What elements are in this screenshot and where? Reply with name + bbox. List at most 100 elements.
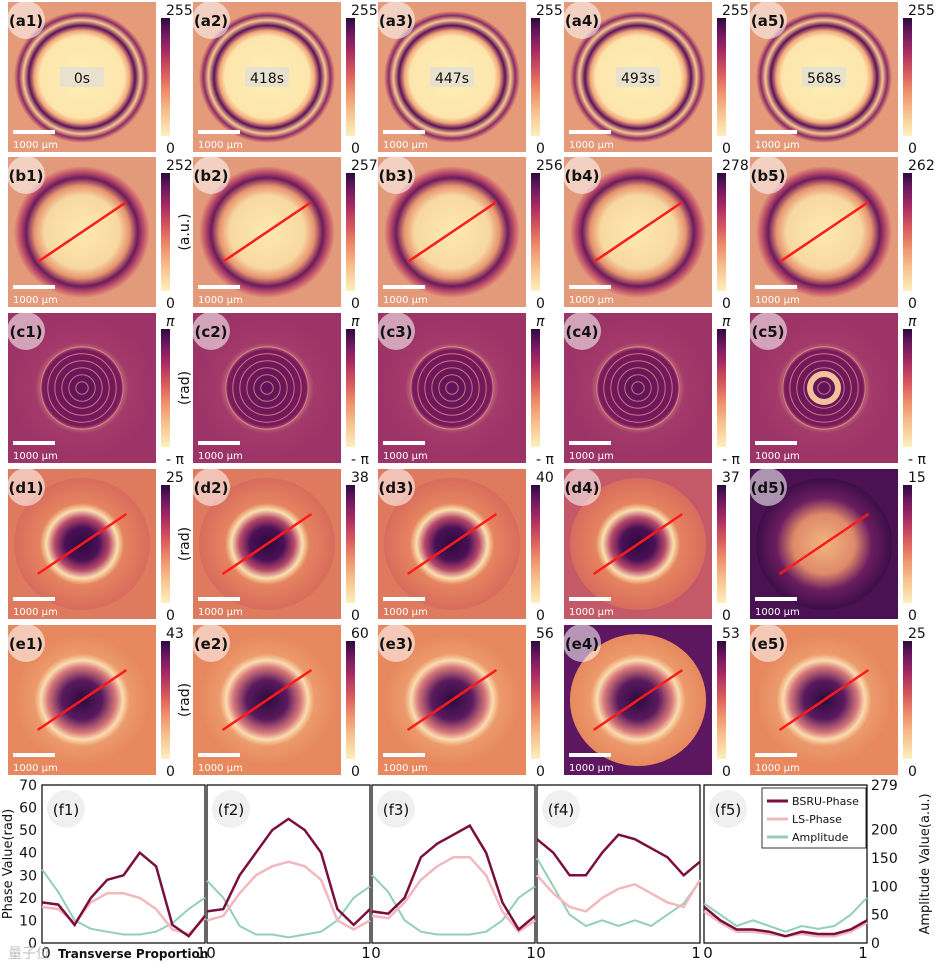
colorbar-max: 255 [536, 3, 563, 19]
sample-droplet [752, 319, 896, 457]
x-tick-label: 1 [361, 944, 371, 962]
colorbar-min: - π [536, 452, 555, 468]
time-box [60, 67, 104, 87]
fringe-ring [603, 353, 673, 423]
panel-c4: (c4) 1000 μm π - π [563, 312, 741, 468]
y-tick-left: 70 [19, 778, 37, 794]
colorbar-min: 0 [536, 296, 545, 312]
panel-label-badge [192, 156, 230, 194]
scale-bar [13, 441, 55, 445]
panel-d3: (d3) 1000 μm 40 0 [377, 468, 554, 624]
x-tick-label: 1 [196, 944, 206, 962]
colorbar [161, 18, 170, 136]
panel-label-badge [192, 1, 230, 39]
panel-label-badge [377, 1, 415, 39]
scale-bar [569, 441, 611, 445]
panel-label: (e5) [751, 635, 785, 653]
colorbar-unit: (a.u.) [177, 213, 193, 250]
colorbar-min: 0 [908, 608, 917, 624]
panel-label-badge [377, 624, 415, 662]
plot-label-badge [47, 790, 85, 828]
x-tick-label: 0 [536, 944, 546, 962]
scale-bar [383, 597, 425, 601]
colorbar [531, 329, 540, 447]
colorbar-min: - π [351, 452, 370, 468]
panel-label: (a4) [565, 12, 599, 30]
x-tick-label: 0 [41, 944, 51, 962]
scale-bar [198, 285, 240, 289]
y-tick-left: 20 [19, 891, 37, 907]
fringe-ring [789, 353, 859, 423]
panel-label-badge [192, 312, 230, 350]
panel-d5: (d5) 1000 μm 15 0 [749, 468, 926, 624]
colorbar-min: 0 [166, 141, 175, 157]
colorbar-min: 0 [722, 141, 731, 157]
colorbar-min: 0 [722, 608, 731, 624]
colorbar-max: 255 [908, 3, 935, 19]
scale-bar-label: 1000 μm [383, 140, 428, 151]
transect-line [221, 668, 313, 732]
fringe-ring [260, 381, 274, 395]
y-tick-right: 0 [871, 936, 880, 952]
panel-d1: (d1) 1000 μm 25 0 (rad) [7, 468, 193, 624]
fringe-ring [817, 381, 831, 395]
panel-label: (d1) [9, 479, 44, 497]
bsru-phase-line [371, 823, 536, 932]
panel-label: (d2) [194, 479, 229, 497]
panel-label-badge [563, 468, 601, 506]
panel-a4: (a4) 493s 1000 μm 255 0 [563, 1, 749, 157]
colorbar-max: 278 [722, 158, 749, 174]
x-tick-label: 0 [703, 944, 713, 962]
transect-line [221, 200, 313, 264]
bsru-phase-line [206, 817, 371, 927]
scale-bar-label: 1000 μm [13, 140, 58, 151]
time-label: 418s [250, 71, 284, 87]
fringe-ring [253, 374, 281, 402]
scale-bar [755, 441, 797, 445]
scale-bar-label: 1000 μm [755, 295, 800, 306]
panel-label-badge [7, 624, 45, 662]
panel-label: (c2) [194, 323, 227, 341]
fringe-ring [624, 374, 652, 402]
colorbar-max: 255 [166, 3, 193, 19]
panel-label-badge [192, 624, 230, 662]
fringe-ring [424, 360, 480, 416]
transect-line [36, 200, 128, 264]
colorbar-min: 0 [166, 764, 175, 780]
scale-bar-label: 1000 μm [198, 607, 243, 618]
colorbar-max: 262 [908, 158, 935, 174]
scale-bar [569, 753, 611, 757]
plot-3: (f3) 0 1 [371, 784, 536, 962]
colorbar [531, 18, 540, 136]
panel-label: (b4) [565, 167, 600, 185]
colorbar-max: π [908, 314, 917, 330]
scale-bar [13, 597, 55, 601]
transect-line [406, 512, 498, 576]
panel-label: (c4) [565, 323, 598, 341]
colorbar-max: 15 [908, 470, 926, 486]
scale-bar-label: 1000 μm [569, 607, 614, 618]
y-tick-left: 50 [19, 823, 37, 839]
colorbar [346, 329, 355, 447]
scale-bar [755, 753, 797, 757]
y-tick-right: 200 [871, 823, 898, 839]
colorbar [161, 173, 170, 291]
bsru-phase-line [536, 833, 701, 878]
colorbar-max: π [166, 314, 175, 330]
colorbar-min: 0 [722, 296, 731, 312]
colorbar [903, 18, 912, 136]
transect-line [592, 200, 684, 264]
scale-bar-label: 1000 μm [755, 763, 800, 774]
y-tick-left: 10 [19, 913, 37, 929]
colorbar-min: 0 [536, 764, 545, 780]
panel-label-badge [563, 1, 601, 39]
time-label: 493s [621, 71, 655, 87]
fringe-ring [431, 367, 473, 409]
colorbar [161, 485, 170, 603]
colorbar [346, 485, 355, 603]
fringe-ring [225, 346, 309, 430]
panel-b2: (b2) 1000 μm 257 0 [192, 156, 378, 312]
time-label: 0s [74, 71, 90, 87]
transect-line [592, 512, 684, 576]
transect-line [778, 200, 870, 264]
